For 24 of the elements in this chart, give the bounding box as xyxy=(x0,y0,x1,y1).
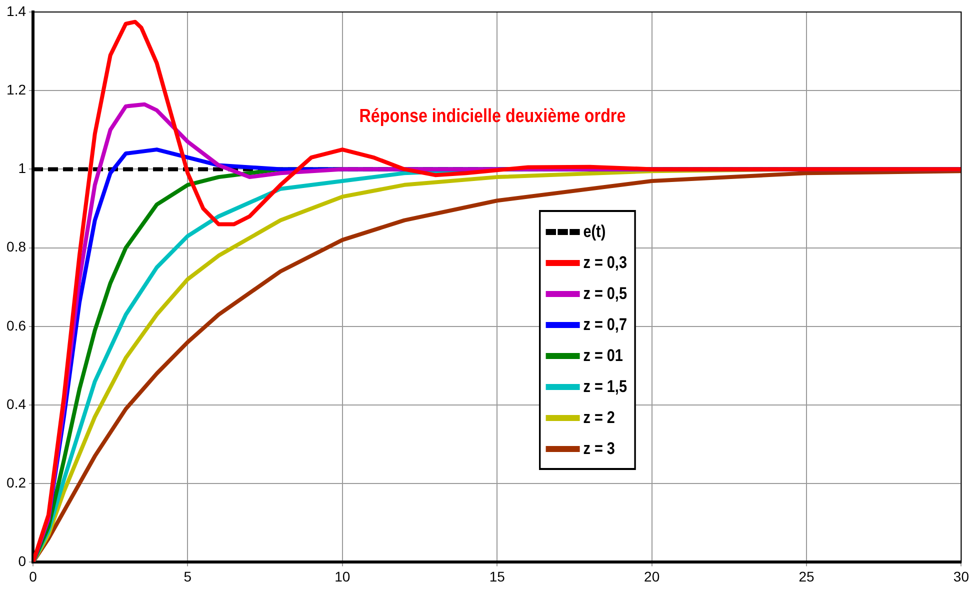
legend-label: z = 0,7 xyxy=(583,314,627,335)
legend-label: z = 2 xyxy=(583,408,615,428)
x-tick-label: 5 xyxy=(184,568,192,584)
y-tick-label: 0.2 xyxy=(6,474,26,490)
legend-label: z = 3 xyxy=(583,438,615,459)
legend-label: z = 0,3 xyxy=(583,252,627,273)
x-tick-label: 0 xyxy=(29,568,38,584)
x-tick-label: 20 xyxy=(644,568,660,584)
legend-label: z = 0,5 xyxy=(583,284,627,304)
y-tick-label: 0.8 xyxy=(6,238,26,255)
x-tick-label: 10 xyxy=(334,568,350,584)
y-tick-label: 0.4 xyxy=(6,396,26,412)
x-tick-label: 15 xyxy=(489,568,506,584)
legend-label: e(t) xyxy=(583,222,606,242)
y-tick-label: 0.6 xyxy=(6,317,26,334)
text: Réponse indicielle deuxième ordre xyxy=(359,104,626,126)
y-tick-label: 1.2 xyxy=(6,81,26,98)
y-tick-label: 1.4 xyxy=(6,2,26,19)
x-tick-label: 30 xyxy=(953,568,970,584)
y-tick-label: 0 xyxy=(18,553,26,570)
legend-label: z = 01 xyxy=(583,346,623,366)
legend-label: z = 1,5 xyxy=(583,376,627,397)
y-tick-label: 1 xyxy=(18,160,26,176)
x-tick-label: 25 xyxy=(798,568,815,584)
